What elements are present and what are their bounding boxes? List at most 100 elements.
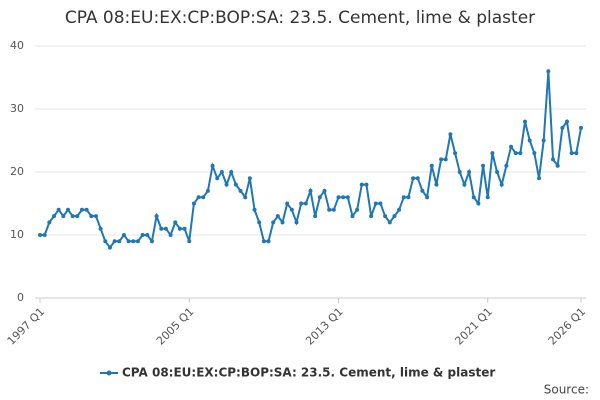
y-tick-label: 0 <box>17 291 24 304</box>
data-point <box>392 214 397 219</box>
data-point <box>462 182 467 187</box>
data-point <box>471 195 476 200</box>
data-point <box>103 239 108 244</box>
data-point <box>569 151 574 156</box>
data-point <box>47 220 52 225</box>
data-point <box>527 138 532 143</box>
data-point <box>210 163 215 168</box>
data-point <box>364 182 369 187</box>
data-point <box>56 207 61 212</box>
data-point <box>373 201 378 206</box>
data-point <box>266 239 271 244</box>
data-point <box>443 157 448 162</box>
data-point <box>271 220 276 225</box>
y-tick-label: 40 <box>10 39 24 52</box>
data-point <box>336 195 341 200</box>
data-point <box>224 182 229 187</box>
x-tick-label: 2026 Q1 <box>546 305 589 348</box>
data-point <box>163 226 168 231</box>
data-point <box>42 233 47 237</box>
y-tick-label: 30 <box>10 102 24 115</box>
data-point <box>126 239 131 244</box>
data-point <box>187 239 192 244</box>
legend-label: CPA 08:EU:EX:CP:BOP:SA: 23.5. Cement, li… <box>122 366 495 380</box>
data-point <box>79 207 84 212</box>
data-point <box>98 226 103 231</box>
data-point <box>546 69 551 74</box>
data-point <box>523 119 528 124</box>
data-point <box>322 188 327 193</box>
x-tick-label: 2013 Q1 <box>303 305 346 348</box>
data-point <box>243 195 248 200</box>
data-point <box>38 233 42 237</box>
chart-title: CPA 08:EU:EX:CP:BOP:SA: 23.5. Cement, li… <box>65 8 535 28</box>
data-point <box>425 195 430 200</box>
data-point <box>331 207 336 212</box>
data-point <box>261 239 266 244</box>
data-point <box>238 188 243 193</box>
data-point <box>467 170 472 174</box>
data-point <box>177 226 182 231</box>
data-point <box>476 201 481 206</box>
data-point <box>257 220 262 225</box>
series-line <box>40 71 582 250</box>
data-point <box>303 201 308 206</box>
data-point <box>457 170 462 174</box>
data-point <box>173 220 178 225</box>
x-tick-label: 1997 Q1 <box>5 305 48 348</box>
data-point <box>411 176 416 181</box>
data-point <box>280 220 285 225</box>
legend-marker <box>106 370 112 376</box>
data-point <box>532 151 537 156</box>
data-point <box>229 170 234 174</box>
data-point <box>345 195 350 200</box>
data-point <box>355 207 360 212</box>
data-point <box>579 125 583 130</box>
x-tick-label: 2005 Q1 <box>154 305 197 348</box>
data-point <box>485 195 490 200</box>
data-point <box>308 188 313 193</box>
data-point <box>285 201 290 206</box>
data-point <box>574 151 579 156</box>
data-point <box>145 233 150 237</box>
data-point <box>149 239 154 244</box>
data-point <box>560 125 565 130</box>
data-point <box>219 170 224 174</box>
data-point <box>401 195 406 200</box>
data-point <box>201 195 206 200</box>
data-point <box>191 201 196 206</box>
data-point <box>215 176 220 181</box>
data-point <box>369 214 374 219</box>
data-point <box>112 239 117 244</box>
data-point <box>70 214 75 219</box>
data-point <box>168 233 173 237</box>
data-point <box>299 201 304 206</box>
data-point <box>275 214 280 219</box>
data-point <box>93 214 98 219</box>
data-point <box>294 220 299 225</box>
data-point <box>117 239 122 244</box>
data-point <box>205 188 210 193</box>
data-point <box>135 239 140 244</box>
y-tick-label: 10 <box>10 228 24 241</box>
data-point <box>537 176 542 181</box>
data-point <box>518 151 523 156</box>
data-point <box>107 245 112 250</box>
data-point <box>131 239 136 244</box>
data-point <box>154 214 159 219</box>
data-point <box>313 214 318 219</box>
data-point <box>490 151 495 156</box>
data-point <box>448 132 453 137</box>
data-point <box>509 144 514 149</box>
data-point <box>541 138 546 143</box>
data-point <box>551 157 556 162</box>
data-point <box>61 214 66 219</box>
data-point <box>504 163 509 168</box>
data-point <box>327 207 332 212</box>
data-point <box>159 226 164 231</box>
data-point <box>383 214 388 219</box>
data-point <box>481 163 486 168</box>
data-point <box>499 182 504 187</box>
data-point <box>406 195 411 200</box>
data-point <box>495 170 500 174</box>
